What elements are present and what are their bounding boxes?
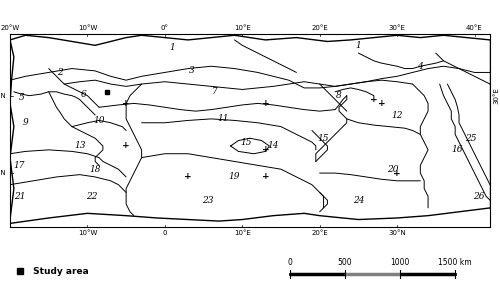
Text: 16: 16 — [452, 145, 463, 154]
Text: 21: 21 — [14, 192, 25, 201]
Text: +: + — [394, 168, 401, 177]
Text: 20°N: 20°N — [0, 170, 6, 176]
Text: +: + — [184, 173, 192, 182]
Text: 23: 23 — [202, 196, 213, 205]
Text: 0: 0 — [162, 230, 167, 235]
Text: 15: 15 — [240, 138, 252, 147]
Text: 500: 500 — [338, 258, 352, 267]
Text: 18: 18 — [90, 165, 101, 174]
Text: 6: 6 — [80, 90, 86, 99]
Text: +: + — [122, 142, 130, 151]
Text: 13: 13 — [74, 142, 86, 151]
Text: 0°: 0° — [161, 26, 169, 31]
Text: 1000: 1000 — [390, 258, 409, 267]
Text: 15: 15 — [318, 134, 330, 143]
Text: 3: 3 — [189, 66, 195, 75]
Text: 0: 0 — [288, 258, 292, 267]
Text: +: + — [122, 99, 130, 108]
Text: +: + — [262, 99, 270, 108]
Text: 40°E: 40°E — [466, 26, 483, 31]
Text: 20°W: 20°W — [0, 26, 20, 31]
Text: 11: 11 — [217, 114, 228, 123]
Text: 7: 7 — [212, 87, 218, 96]
Text: +: + — [262, 145, 270, 154]
Text: 30°E: 30°E — [494, 87, 500, 104]
Text: 26: 26 — [472, 192, 484, 201]
Text: 1: 1 — [170, 43, 175, 52]
Text: 12: 12 — [392, 110, 403, 119]
Text: 17: 17 — [14, 161, 25, 170]
Text: 30°E: 30°E — [388, 26, 406, 31]
Text: 30°N: 30°N — [0, 93, 6, 99]
Text: 10°E: 10°E — [234, 230, 250, 235]
Text: 20°E: 20°E — [312, 26, 328, 31]
Text: 10: 10 — [94, 116, 105, 125]
Text: 30°N: 30°N — [388, 230, 406, 235]
Text: 25: 25 — [465, 134, 476, 143]
Text: 2: 2 — [58, 68, 63, 77]
Text: 19: 19 — [229, 173, 240, 182]
Text: +: + — [262, 173, 270, 182]
Text: 14: 14 — [268, 142, 279, 151]
Text: 8: 8 — [336, 91, 342, 100]
Text: 5: 5 — [18, 93, 24, 102]
Text: +: + — [378, 99, 386, 108]
Text: Study area: Study area — [30, 267, 89, 276]
Text: 4: 4 — [418, 62, 423, 71]
Text: 10°W: 10°W — [78, 26, 97, 31]
Text: 20: 20 — [388, 165, 399, 174]
Text: 1: 1 — [356, 41, 362, 50]
Text: 1500 km: 1500 km — [438, 258, 472, 267]
Text: +: + — [370, 95, 378, 104]
Text: 24: 24 — [352, 196, 364, 205]
Text: 20°E: 20°E — [312, 230, 328, 235]
Text: 9: 9 — [22, 118, 28, 127]
Text: 10°E: 10°E — [234, 26, 250, 31]
Text: 10°W: 10°W — [78, 230, 97, 235]
Text: 22: 22 — [86, 192, 97, 201]
